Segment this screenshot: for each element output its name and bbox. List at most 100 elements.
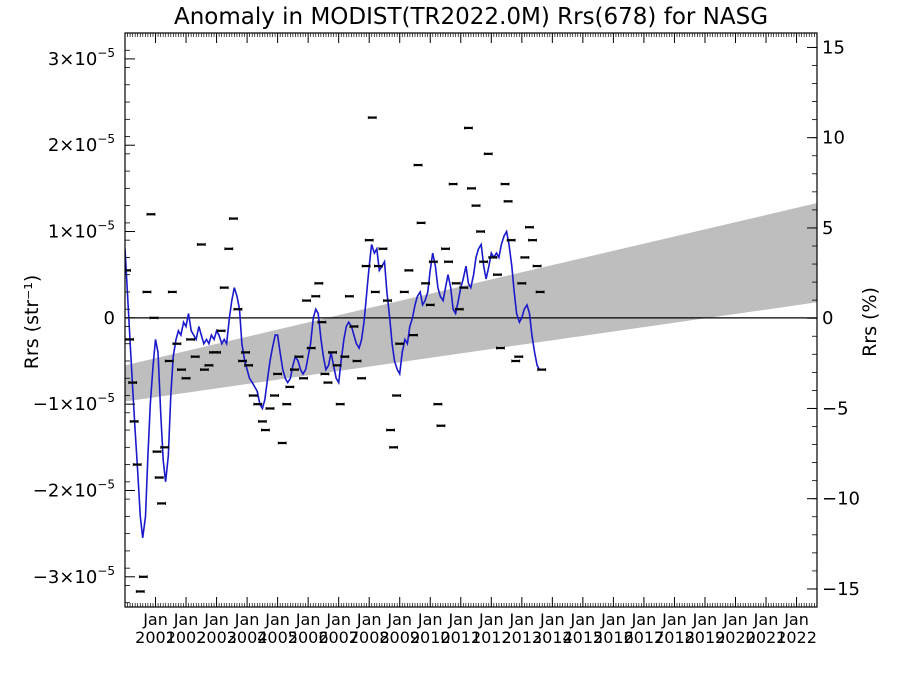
sample-point (196, 242, 206, 246)
x-tick-month: Jan (508, 610, 534, 629)
sample-point (146, 212, 156, 216)
y-tick-label: −1×10−5 (33, 391, 115, 415)
sample-point (323, 381, 333, 385)
y2-tick-label: −10 (822, 489, 860, 510)
x-tick-month: Jan (356, 610, 382, 629)
x-tick-month: Jan (631, 610, 657, 629)
sample-point (532, 264, 542, 268)
sample-point (132, 463, 142, 467)
sample-point (373, 264, 383, 268)
sample-point (444, 260, 453, 264)
sample-point (467, 186, 476, 190)
sample-point (142, 290, 152, 294)
x-tick-month: Jan (722, 610, 748, 629)
sample-point (483, 152, 493, 156)
sample-point (454, 307, 464, 311)
sample-point (503, 199, 513, 203)
sample-point (421, 281, 431, 285)
x-tick-month: Jan (570, 610, 596, 629)
y2-tick-label: −5 (822, 398, 849, 419)
sample-point (428, 260, 438, 264)
sample-point (335, 402, 345, 406)
y-tick-label: 3×10−5 (48, 46, 115, 70)
sample-point (129, 419, 139, 423)
sample-point (152, 450, 162, 454)
x-tick-year: 2001 (135, 628, 176, 647)
sample-point (395, 342, 405, 346)
sample-point (361, 264, 371, 268)
x-tick-year: 2012 (471, 628, 512, 647)
sample-point (506, 238, 516, 242)
sample-point (413, 163, 423, 167)
y-tick-label: 0 (104, 308, 115, 329)
y2-tick-label: 5 (822, 218, 833, 239)
sample-point (409, 333, 418, 337)
sample-point (265, 406, 275, 410)
sample-point (160, 445, 170, 449)
y2-tick-label: 0 (822, 308, 833, 329)
y-tick-label: −2×10−5 (33, 477, 115, 501)
x-tick-year: 2020 (715, 628, 756, 647)
sample-point (517, 281, 527, 285)
x-tick-year: 2005 (257, 628, 298, 647)
sample-point (238, 359, 247, 363)
x-tick-year: 2013 (501, 628, 542, 647)
sample-point (476, 230, 486, 234)
x-tick-month: Jan (234, 610, 260, 629)
sample-point (248, 394, 258, 398)
y2-tick-label: 10 (822, 128, 845, 149)
x-tick-year: 2015 (563, 628, 604, 647)
sample-point (493, 273, 502, 277)
sample-point (448, 182, 458, 186)
x-tick-month: Jan (173, 610, 199, 629)
sample-point (332, 363, 342, 367)
sample-point (257, 419, 267, 423)
sample-point (128, 381, 138, 385)
x-tick-month: Jan (447, 610, 473, 629)
sample-point (317, 320, 327, 324)
sample-point (149, 316, 159, 320)
sample-point (389, 445, 399, 449)
sample-point (157, 501, 167, 505)
x-tick-year: 2019 (685, 628, 726, 647)
x-tick-month: Jan (478, 610, 504, 629)
plot-area (125, 116, 817, 593)
sample-point (241, 350, 250, 354)
x-tick-year: 2009 (379, 628, 420, 647)
sample-point (528, 238, 537, 242)
sample-point (233, 307, 243, 311)
x-tick-year: 2004 (227, 628, 268, 647)
sample-point (537, 368, 547, 372)
sample-point (311, 294, 321, 298)
sample-point (328, 350, 337, 354)
sample-point (441, 247, 450, 251)
sample-point (172, 342, 182, 346)
x-tick-month: Jan (264, 610, 290, 629)
sample-point (386, 428, 395, 432)
x-tick-month: Jan (600, 610, 626, 629)
chart-title: Anomaly in MODIST(TR2022.0M) Rrs(678) fo… (174, 4, 768, 30)
x-tick-month: Jan (295, 610, 321, 629)
sample-point (135, 589, 145, 593)
sample-point (352, 359, 362, 363)
smoothed-anomaly-line (125, 229, 541, 539)
sample-point (177, 368, 186, 372)
y-axis-title-left: Rrs (str⁻¹) (21, 275, 43, 370)
sample-point (416, 221, 426, 225)
y-tick-label: 2×10−5 (48, 132, 115, 156)
axes: 3×10−5 2×10−5 1×10−5 0 −1×10−5 −2×10−5 −3×10−5… (33, 32, 860, 647)
sample-point (190, 355, 200, 359)
sample-point (404, 268, 414, 272)
sample-point (306, 346, 316, 350)
y2-tick-label: −15 (822, 579, 860, 600)
sample-point (340, 355, 350, 359)
sample-point (253, 402, 263, 406)
x-tick-year: 2011 (440, 628, 481, 647)
y-axis-title-right: Rrs (%) (859, 287, 881, 357)
sample-point (273, 372, 283, 376)
sample-point (224, 247, 234, 251)
sample-point (290, 368, 299, 372)
sample-point (244, 363, 254, 367)
x-tick-month: Jan (203, 610, 229, 629)
sample-point (514, 355, 524, 359)
